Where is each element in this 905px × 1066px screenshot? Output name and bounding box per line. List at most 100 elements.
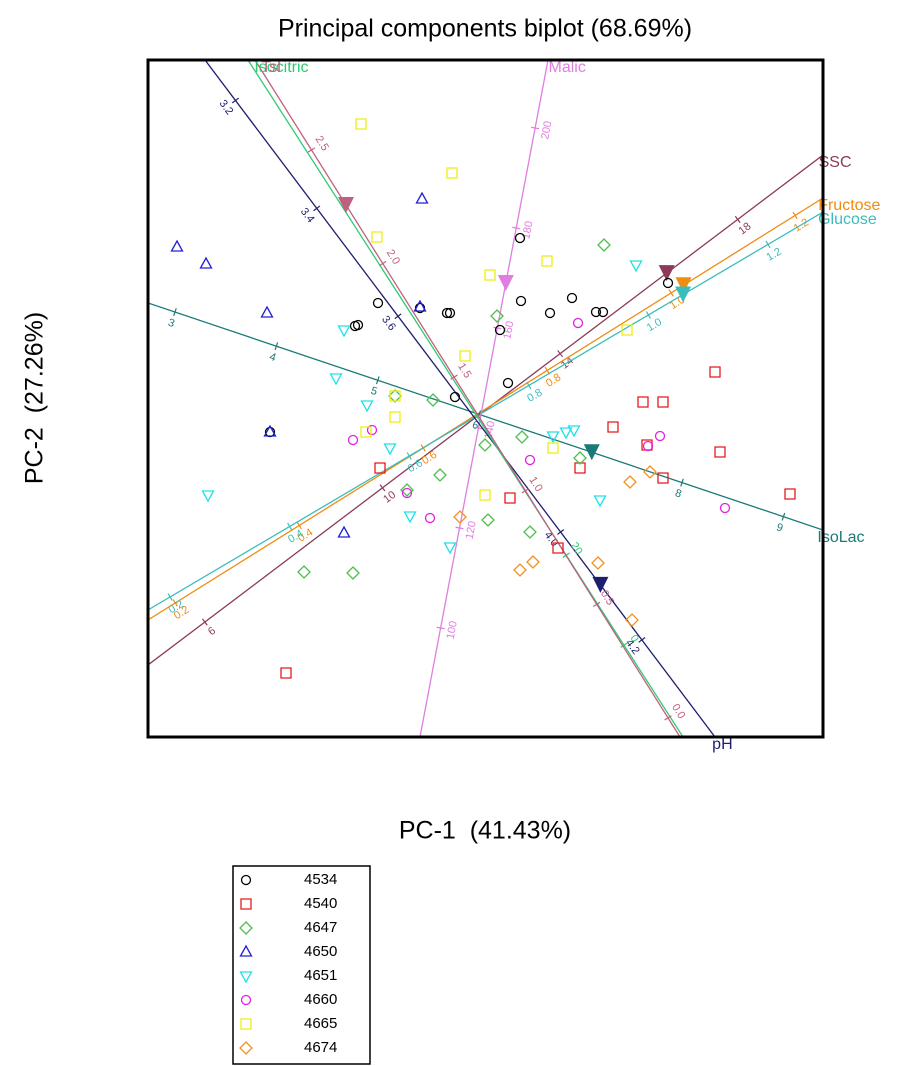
variable-tick [274, 342, 279, 351]
variable-tick [201, 618, 208, 626]
point [371, 231, 383, 243]
variable-tick-label: 2.5 [313, 134, 331, 153]
variable-tick-label: 1.0 [645, 316, 664, 334]
point [374, 462, 386, 474]
point [403, 511, 417, 524]
point [566, 292, 578, 304]
point [552, 542, 564, 554]
legend: 4534 4540 4647 4650 4651 4660 4665 4674 [239, 871, 337, 1056]
point [484, 269, 496, 281]
variable-name: Tsl [261, 59, 281, 76]
variable-tick [521, 488, 530, 494]
legend-label: 4540 [304, 895, 337, 912]
legend-box [232, 865, 371, 1065]
variable-tick-label: 2.0 [384, 247, 402, 266]
variable-layer: 61014180.20.40.60.81.01.20.20.40.60.81.0… [148, 60, 823, 737]
point [494, 324, 506, 336]
point [593, 495, 607, 508]
variable-axis [419, 60, 549, 737]
variable-tick-label: 0 [627, 633, 640, 645]
legend-label: 4651 [304, 967, 337, 984]
variable-arrow [497, 275, 514, 291]
variable-tick [765, 240, 771, 249]
variable-tick-label: 5 [369, 385, 379, 398]
variable-axis [148, 302, 823, 531]
variable-arrow [675, 277, 692, 294]
variable-name: SSC [819, 154, 852, 171]
point [662, 277, 674, 289]
legend-symbol [240, 1018, 252, 1030]
point [657, 396, 669, 408]
variable-tick-label: 160 [501, 320, 516, 340]
point [478, 438, 492, 452]
variable-tick-label: 100 [445, 620, 460, 640]
variable-tick [375, 376, 380, 385]
variable-tick-label: 0.8 [544, 371, 563, 389]
point [355, 118, 367, 130]
point [366, 424, 378, 436]
point [347, 434, 359, 446]
point [401, 487, 413, 499]
point [444, 307, 456, 319]
points-layer [170, 118, 796, 679]
point [621, 324, 633, 336]
variable-tick [734, 215, 741, 223]
point [623, 475, 637, 489]
point [280, 667, 292, 679]
variable-axis [254, 60, 681, 737]
point [513, 563, 527, 577]
point [524, 454, 536, 466]
point [337, 325, 351, 338]
variable-arrow [658, 265, 675, 282]
point [709, 366, 721, 378]
variable-tick-label: 120 [464, 520, 479, 540]
variable-tick [512, 226, 521, 230]
point [637, 396, 649, 408]
point [424, 512, 436, 524]
variable-arrow [592, 576, 609, 593]
legend-label: 4647 [304, 919, 337, 936]
variable-tick [557, 529, 565, 535]
point [719, 502, 731, 514]
point [413, 299, 427, 312]
variable-tick [493, 326, 502, 330]
point [426, 393, 440, 407]
point [714, 446, 726, 458]
variable-tick-label: 1.2 [792, 216, 811, 234]
point [360, 426, 372, 438]
variable-arrow [675, 286, 692, 303]
point [389, 390, 401, 402]
variable-axis [148, 197, 823, 621]
x-axis-title: PC-1 (41.43%) [399, 817, 571, 845]
legend-symbol [240, 874, 252, 886]
variable-tick [379, 260, 387, 267]
point [514, 232, 526, 244]
point [372, 297, 384, 309]
variable-tick [680, 478, 684, 487]
legend-label: 4665 [304, 1015, 337, 1032]
variable-tick [638, 637, 646, 643]
variable-name: Fructose [818, 197, 880, 214]
point [643, 465, 657, 479]
variable-tick [379, 484, 386, 492]
point [170, 239, 184, 252]
point [443, 542, 457, 555]
variable-tick [557, 350, 563, 358]
variable-tick [406, 452, 412, 460]
legend-label: 4650 [304, 943, 337, 960]
variable-tick-label: 9 [775, 521, 785, 534]
point [502, 377, 514, 389]
variable-tick [313, 205, 321, 212]
variable-tick [307, 147, 316, 153]
variable-tick [455, 526, 464, 530]
point [597, 306, 609, 318]
variable-arrow [337, 196, 354, 213]
point [297, 565, 311, 579]
point [625, 613, 639, 627]
point [572, 317, 584, 329]
point [629, 260, 643, 273]
variable-tick [474, 426, 483, 430]
legend-symbol [239, 944, 253, 957]
chart-title: Principal components biplot (68.69%) [278, 15, 692, 43]
